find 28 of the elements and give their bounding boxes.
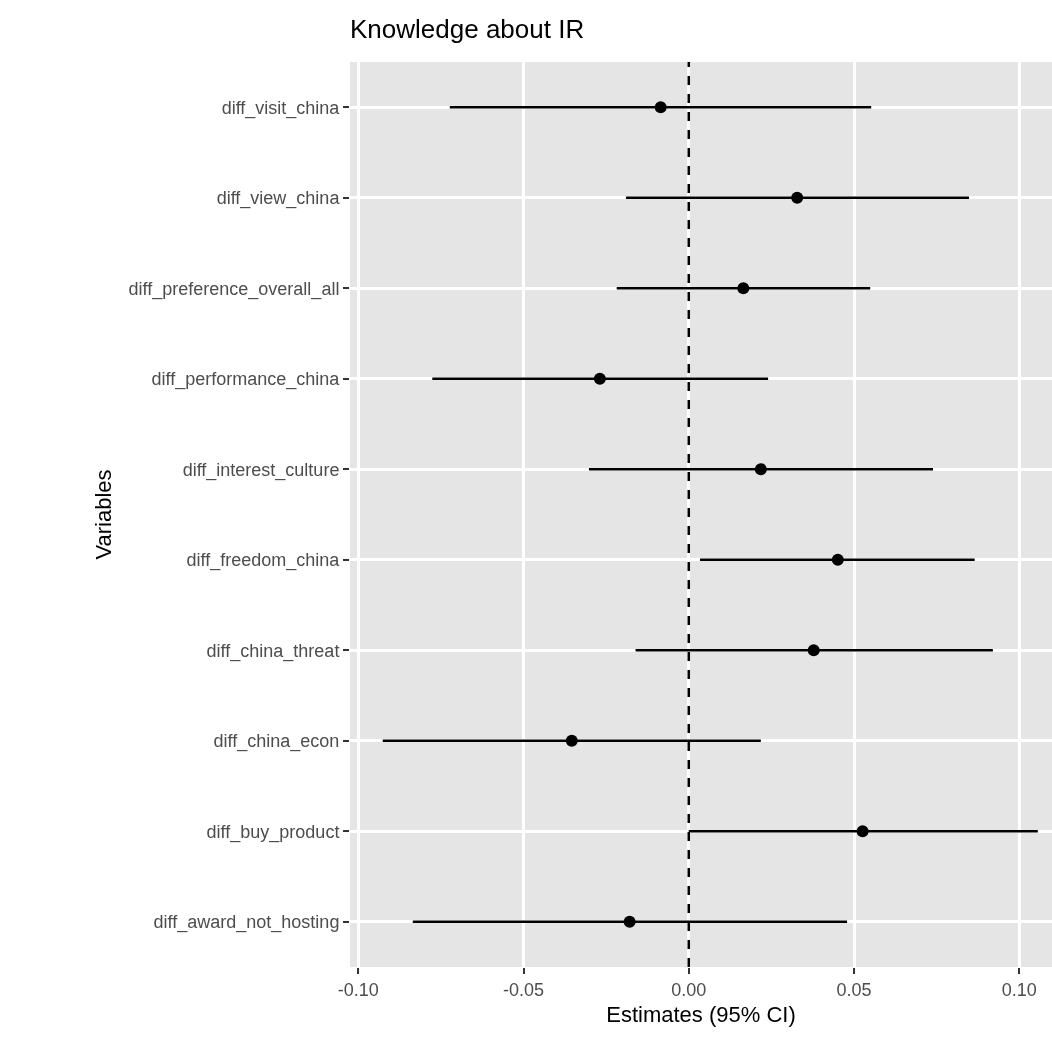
y-tick-label: diff_china_threat (206, 640, 340, 662)
x-tick-label: 0.00 (671, 979, 707, 1000)
y-tick-label: diff_buy_product (206, 821, 340, 843)
y-tick-label: diff_china_econ (213, 731, 340, 753)
x-tick-label: -0.05 (503, 979, 545, 1000)
y-tick-label: diff_visit_china (221, 97, 341, 119)
point (807, 644, 820, 657)
y-tick-label: diff_freedom_china (186, 550, 341, 572)
x-tick-label: -0.10 (337, 979, 379, 1000)
y-axis-title: Variables (91, 469, 117, 560)
y-tick-label: diff_view_china (216, 188, 341, 210)
y-tick-label: diff_interest_culture (182, 459, 340, 481)
point (791, 191, 804, 204)
chart-title: Knowledge about IR (350, 14, 585, 45)
point (831, 553, 844, 566)
point (737, 282, 750, 295)
point (856, 825, 869, 838)
y-tick-label: diff_award_not_hosting (153, 912, 340, 934)
point (565, 734, 578, 747)
x-tick-label: 0.10 (1001, 979, 1037, 1000)
point (754, 463, 767, 476)
point (654, 101, 667, 114)
y-tick-label: diff_preference_overall_all (128, 278, 340, 300)
x-axis-title: Estimates (95% CI) (606, 1002, 796, 1028)
y-tick-label: diff_performance_china (151, 369, 341, 391)
point (623, 915, 636, 928)
point (593, 372, 606, 385)
x-tick-label: 0.05 (836, 979, 872, 1000)
